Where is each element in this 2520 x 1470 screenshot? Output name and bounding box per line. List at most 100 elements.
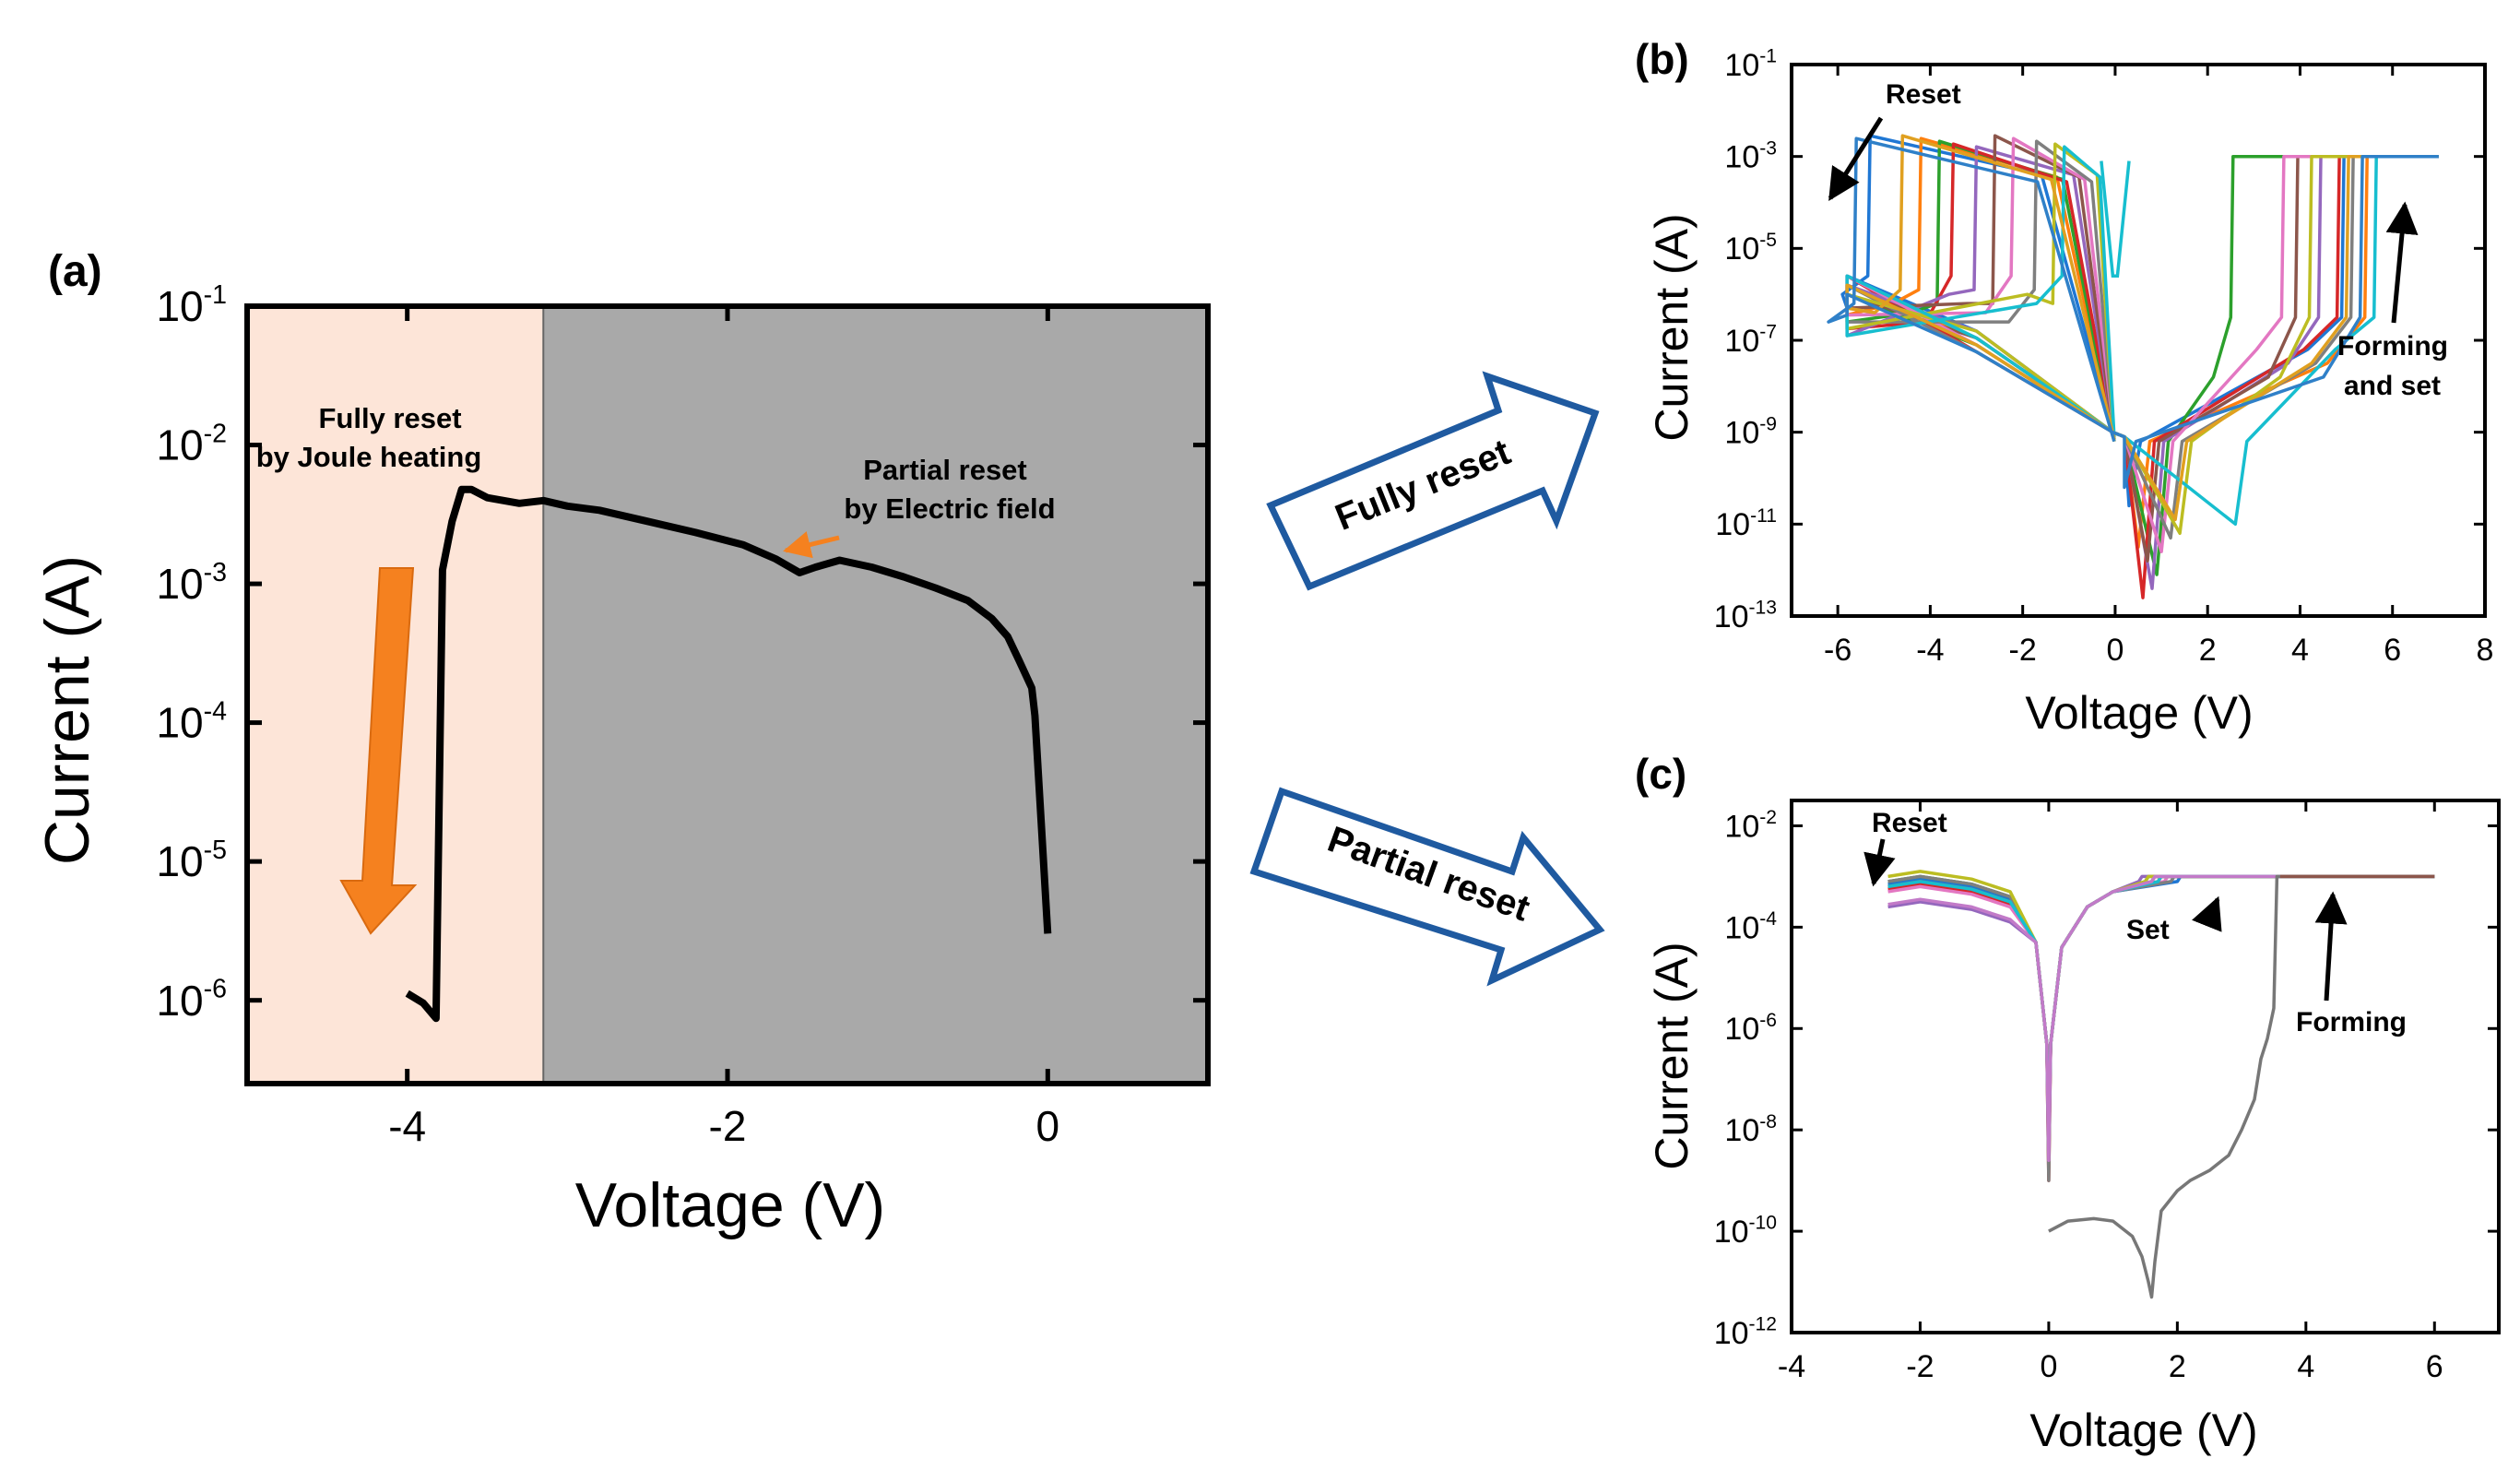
panel-c-reset-arrow (1863, 838, 1896, 887)
banner-fully-reset: Fully reset (1266, 371, 1600, 591)
y-tick-base: 10 (1724, 1012, 1759, 1047)
x-tick-label: 6 (2426, 1349, 2443, 1384)
panel-b-annot-forming-2: and set (2344, 371, 2441, 401)
panel-a-annot-fully-1: Fully reset (318, 402, 461, 434)
y-tick-label: 10-4 (156, 696, 227, 746)
y-tick-exp: -5 (1759, 230, 1777, 251)
y-tick-base: 10 (156, 837, 203, 885)
plot-frame (1790, 799, 2501, 1334)
y-tick-exp: -12 (1749, 1314, 1777, 1335)
x-tick-label: -4 (1916, 633, 1944, 668)
y-tick-exp: -1 (1759, 46, 1777, 67)
series-cycle-12 (1827, 136, 2439, 490)
series-iv-curve (405, 485, 1052, 1023)
y-tick-base: 10 (156, 977, 203, 1025)
y-tick-label: 10-10 (1714, 1213, 1777, 1250)
panel-b-reset-arrow (1828, 116, 1884, 201)
plot-frame (1790, 63, 2487, 618)
y-tick-exp: -13 (1749, 598, 1777, 619)
y-tick-base: 10 (1714, 599, 1749, 634)
y-tick-label: 10-9 (1724, 413, 1777, 450)
y-tick-label: 10-1 (1724, 46, 1777, 83)
y-tick-exp: -10 (1749, 1213, 1777, 1234)
x-tick-label: -4 (388, 1102, 426, 1150)
panel-a-label: (a) (48, 247, 102, 296)
y-tick-label: 10-4 (1724, 908, 1777, 945)
y-tick-exp: -3 (204, 558, 227, 587)
y-tick-base: 10 (1724, 231, 1759, 267)
panel-c-label: (c) (1635, 750, 1686, 798)
panel-c-ylabel: Current (A) (1646, 942, 1698, 1169)
y-tick-exp: -4 (204, 696, 227, 726)
panel-a-annot-partial-1: Partial reset (863, 454, 1027, 486)
x-tick-label: 8 (2477, 633, 2494, 668)
series-forming (2048, 874, 2435, 1299)
panel-c-set-arrow (2192, 895, 2222, 932)
panel-a-annot-fully-2: by Joule heating (256, 441, 482, 473)
series-forming-dip (2100, 160, 2131, 278)
y-tick-label: 10-6 (156, 974, 227, 1024)
panel-c-annot-set: Set (2126, 915, 2170, 945)
panel-a-plot-area: -4 -2 010-110-210-310-410-510-6 (156, 280, 1211, 1150)
y-tick-exp: -1 (204, 280, 227, 310)
y-tick-label: 10-3 (1724, 137, 1777, 174)
panel-b: (b) -6 -4 -2 0 2 4 6 810-110-310-510-710-910-11… (1635, 35, 2493, 739)
y-tick-base: 10 (1724, 324, 1759, 359)
y-tick-label: 10-5 (1724, 230, 1777, 267)
y-tick-label: 10-11 (1715, 505, 1777, 542)
y-tick-exp: -4 (1759, 908, 1777, 930)
x-tick-label: 0 (2040, 1349, 2057, 1384)
x-tick-label: -4 (1778, 1349, 1805, 1384)
y-tick-base: 10 (1724, 1113, 1759, 1148)
y-tick-label: 10-12 (1714, 1314, 1777, 1351)
y-tick-exp: -11 (1750, 505, 1777, 527)
x-tick-label: -6 (1824, 633, 1852, 668)
x-tick-label: -2 (1906, 1349, 1934, 1384)
plot-frame (244, 303, 1211, 1086)
banner-partial-reset-shape (1249, 787, 1605, 987)
series-cycle-11 (1845, 134, 2439, 522)
panel-a-annot-partial-2: by Electric field (844, 492, 1055, 525)
y-tick-label: 10-13 (1714, 598, 1777, 634)
y-tick-exp: -2 (1759, 807, 1777, 828)
panel-b-forming-arrow (2385, 201, 2419, 324)
x-tick-label: -2 (709, 1102, 747, 1150)
y-tick-base: 10 (156, 699, 203, 747)
region-partial-reset (543, 306, 1208, 1084)
y-tick-exp: -8 (1759, 1111, 1777, 1132)
panel-a-ylabel: Current (A) (32, 555, 102, 865)
panel-a: (a) -4 -2 010-110-210-310-410-510-6 Voltag… (32, 247, 1211, 1240)
panel-b-annot-reset: Reset (1886, 79, 1961, 110)
y-tick-base: 10 (1724, 48, 1759, 83)
panel-c-annot-reset: Reset (1872, 808, 1947, 838)
y-tick-label: 10-8 (1724, 1111, 1777, 1148)
banner-partial-reset: Partial reset (1249, 787, 1605, 987)
panel-b-annot-forming-1: Forming (2337, 331, 2448, 362)
x-tick-label: 4 (2297, 1349, 2314, 1384)
panel-b-ylabel: Current (A) (1646, 213, 1698, 441)
panel-a-xlabel: Voltage (V) (575, 1170, 885, 1240)
banner-fully-reset-shape (1266, 371, 1600, 591)
y-tick-exp: -3 (1759, 137, 1777, 159)
series-cycle-9 (1845, 142, 2439, 536)
y-tick-label: 10-3 (156, 558, 227, 608)
panel-b-label: (b) (1635, 35, 1689, 83)
y-tick-exp: -5 (204, 836, 227, 865)
x-tick-label: 0 (2106, 633, 2124, 668)
panel-b-xlabel: Voltage (V) (2025, 687, 2253, 739)
y-tick-label: 10-2 (1724, 807, 1777, 844)
y-tick-label: 10-6 (1724, 1010, 1777, 1047)
y-tick-label: 10-1 (156, 280, 227, 330)
y-tick-base: 10 (1714, 1316, 1749, 1351)
panel-b-plot-area: -6 -4 -2 0 2 4 6 810-110-310-510-710-910-1110-1… (1714, 46, 2494, 668)
y-tick-base: 10 (156, 560, 203, 608)
y-tick-label: 10-7 (1724, 322, 1777, 359)
y-tick-label: 10-2 (156, 419, 227, 468)
y-tick-exp: -9 (1759, 413, 1777, 434)
y-tick-base: 10 (156, 282, 203, 330)
panel-c-annot-forming: Forming (2296, 1007, 2407, 1037)
x-tick-label: 2 (2169, 1349, 2186, 1384)
y-tick-exp: -2 (204, 419, 227, 448)
